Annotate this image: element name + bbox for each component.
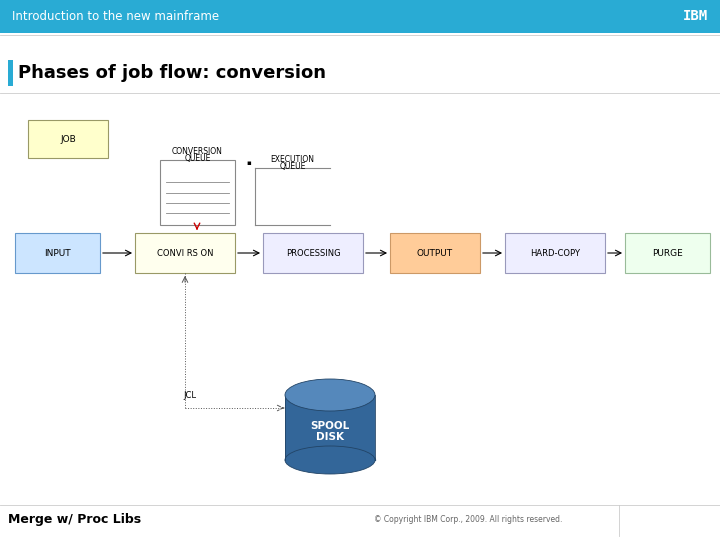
Bar <box>0 0 720 33</box>
FancyBboxPatch shape <box>505 233 605 273</box>
Text: INPUT: INPUT <box>44 248 71 258</box>
Bar <box>8 60 13 86</box>
Text: JOB: JOB <box>60 134 76 144</box>
FancyBboxPatch shape <box>28 120 108 158</box>
Text: PROCESSING: PROCESSING <box>286 248 341 258</box>
Text: QUEUE: QUEUE <box>279 161 306 171</box>
FancyBboxPatch shape <box>135 233 235 273</box>
Text: HARD-COPY: HARD-COPY <box>530 248 580 258</box>
Text: Merge w/ Proc Libs: Merge w/ Proc Libs <box>8 514 141 526</box>
FancyBboxPatch shape <box>15 233 100 273</box>
Ellipse shape <box>285 379 375 411</box>
Text: © Copyright IBM Corp., 2009. All rights reserved.: © Copyright IBM Corp., 2009. All rights … <box>374 516 563 524</box>
Text: CONVERSION: CONVERSION <box>172 146 223 156</box>
Text: OUTPUT: OUTPUT <box>417 248 453 258</box>
Text: Phases of job flow: conversion: Phases of job flow: conversion <box>18 64 326 82</box>
Text: IBM: IBM <box>683 10 708 24</box>
FancyBboxPatch shape <box>390 233 480 273</box>
FancyBboxPatch shape <box>160 160 235 225</box>
Ellipse shape <box>285 446 375 474</box>
Text: Introduction to the new mainframe: Introduction to the new mainframe <box>12 10 219 23</box>
Text: CONVI RS ON: CONVI RS ON <box>157 248 213 258</box>
Text: QUEUE: QUEUE <box>184 153 211 163</box>
Bar <box>285 395 375 460</box>
FancyBboxPatch shape <box>255 168 330 225</box>
Text: SPOOL
DISK: SPOOL DISK <box>310 421 350 442</box>
Text: PURGE: PURGE <box>652 248 683 258</box>
Text: JCL: JCL <box>183 392 196 401</box>
FancyBboxPatch shape <box>625 233 710 273</box>
Text: ▪: ▪ <box>247 160 251 166</box>
FancyBboxPatch shape <box>263 233 363 273</box>
Text: EXECUTION: EXECUTION <box>271 154 315 164</box>
